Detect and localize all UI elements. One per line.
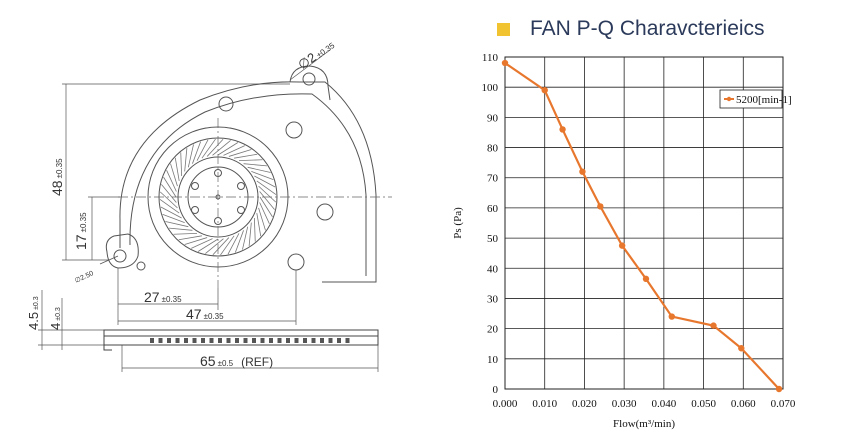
dim-4: 4±0.3 <box>48 307 63 330</box>
data-point <box>618 242 626 249</box>
x-tick-label: 0.020 <box>572 398 597 410</box>
data-point <box>668 313 675 320</box>
dim-27: 27 ±0.35 <box>144 289 182 305</box>
data-point <box>710 322 717 329</box>
x-tick-label: 0.060 <box>731 398 756 410</box>
fan-side-profile <box>103 329 379 346</box>
y-tick-label: 40 <box>487 263 499 275</box>
y-tick-label: 100 <box>482 82 499 94</box>
x-tick-label: 0.030 <box>612 398 637 410</box>
dim-4-5: 4.5±0.3 <box>26 296 41 330</box>
dim-small-hole: ∅2.50 <box>74 270 95 285</box>
dim-47: 47 ±0.35 <box>186 306 224 322</box>
data-point <box>738 345 745 352</box>
data-point <box>579 168 586 175</box>
fan-housing-inner <box>129 93 367 276</box>
y-tick-label: 60 <box>487 203 499 215</box>
data-point <box>597 203 604 210</box>
x-axis-label: Flow(m³/min) <box>613 418 675 430</box>
legend-marker <box>726 96 732 102</box>
x-tick-label: 0.050 <box>691 398 716 410</box>
y-tick-label: 90 <box>487 112 499 124</box>
data-point <box>775 385 783 393</box>
dim-48: 48±0.35 <box>49 158 65 196</box>
fan-technical-drawing: ∅2±0.35 48±0.35 17±0.35 ∅2.50 27 ±0.35 47… <box>26 41 392 372</box>
y-tick-label: 50 <box>487 233 499 245</box>
data-point <box>541 87 548 94</box>
dim-65: 65 ±0.5 (REF) <box>200 353 273 369</box>
chart-title: FAN P-Q Charavcterieics <box>497 14 765 44</box>
y-tick-label: 0 <box>493 384 499 396</box>
pq-chart: 0.000 0.010 0.020 0.030 0.040 0.050 0.060 0.070… <box>452 52 796 430</box>
dim-17: 17±0.35 <box>73 212 89 250</box>
y-tick-label: 10 <box>487 354 499 366</box>
x-tick-label: 0.070 <box>771 398 796 410</box>
y-tick-label: 110 <box>482 52 499 64</box>
legend-box <box>719 89 783 109</box>
x-tick-label: 0.000 <box>493 398 518 410</box>
mounting-ear-left <box>105 233 139 269</box>
y-tick-label: 70 <box>487 173 499 185</box>
plot-frame <box>504 56 784 390</box>
fan-housing-outline <box>119 81 377 283</box>
series-line <box>504 62 780 390</box>
y-tick-label: 80 <box>487 143 499 155</box>
x-tick-label: 0.040 <box>651 398 676 410</box>
y-axis-label: Ps (Pa) <box>452 207 464 239</box>
data-point <box>559 126 566 133</box>
legend-label: 5200[min-1] <box>736 94 792 106</box>
mounting-ear-top <box>289 65 331 101</box>
x-tick-label: 0.010 <box>532 398 557 410</box>
data-point <box>642 275 650 283</box>
title-square-icon <box>497 22 510 36</box>
y-tick-label: 30 <box>487 293 499 305</box>
y-tick-label: 20 <box>487 324 499 336</box>
data-point <box>501 59 509 67</box>
chart-title-text: FAN P-Q Charavcterieics <box>530 17 765 40</box>
